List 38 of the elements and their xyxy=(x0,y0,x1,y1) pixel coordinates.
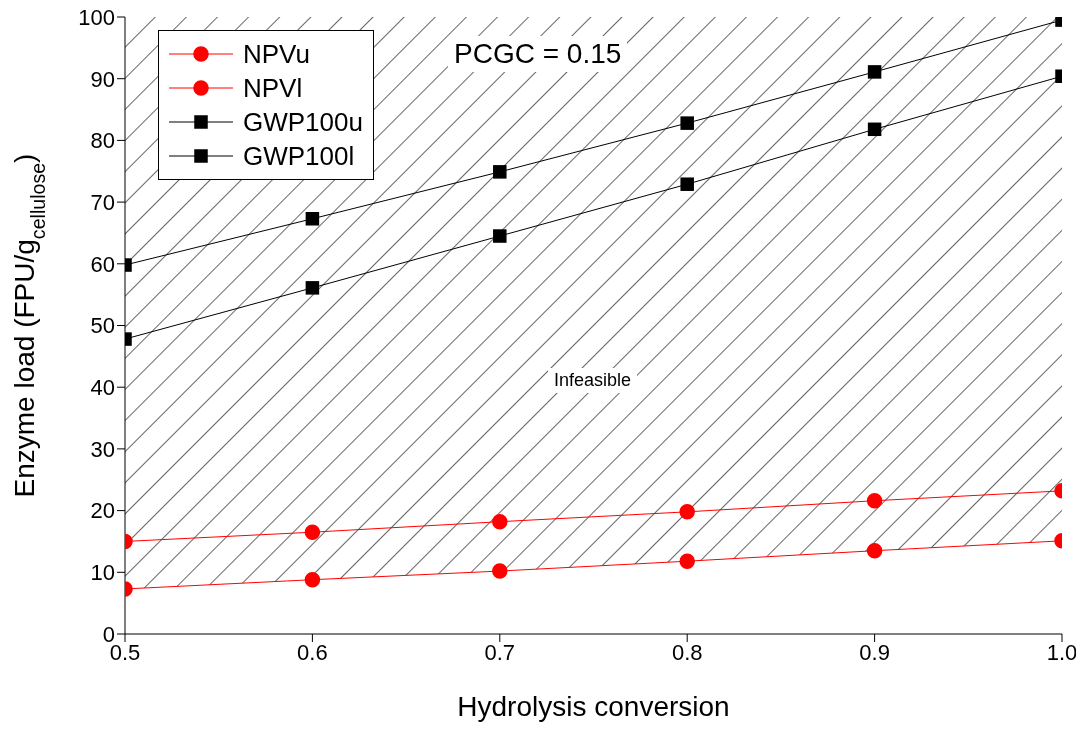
point xyxy=(492,563,508,579)
x-tick-label: 1.0 xyxy=(1046,639,1078,665)
point xyxy=(867,122,882,137)
point xyxy=(305,281,320,295)
x-tick-label: 0.8 xyxy=(671,639,703,665)
y-tick-label: 20 xyxy=(90,498,115,524)
legend-label: GWP100u xyxy=(243,106,363,138)
point xyxy=(304,524,321,540)
annotation: Infeasible xyxy=(548,368,638,393)
legend-label: NPVl xyxy=(243,72,303,104)
point xyxy=(304,571,321,588)
y-tick-label: 90 xyxy=(90,66,115,92)
point xyxy=(866,492,883,509)
y-tick-label: 10 xyxy=(90,560,115,586)
legend-label: NPVu xyxy=(243,38,310,70)
point xyxy=(679,553,695,569)
point xyxy=(493,229,507,243)
y-tick-label: 40 xyxy=(90,375,115,401)
x-tick-label: 0.9 xyxy=(859,639,890,665)
point xyxy=(305,212,320,226)
point xyxy=(680,177,694,191)
point xyxy=(866,542,883,559)
annotation: PCGC = 0.15 xyxy=(448,36,628,72)
point xyxy=(680,116,694,130)
y-tick-label: 50 xyxy=(90,313,115,339)
y-tick-label: 30 xyxy=(90,436,115,462)
y-tick-label: 80 xyxy=(90,128,115,154)
point xyxy=(679,504,695,520)
point xyxy=(493,165,507,179)
legend-label: GWP100l xyxy=(243,140,355,172)
y-tick-label: 60 xyxy=(90,251,115,277)
point xyxy=(492,513,508,530)
y-tick-label: 100 xyxy=(78,4,115,30)
x-tick-label: 0.6 xyxy=(297,639,328,665)
y-tick-label: 70 xyxy=(90,189,115,215)
point xyxy=(867,65,882,79)
x-tick-label: 0.7 xyxy=(484,639,516,665)
x-axis-title: Hydrolysis conversion xyxy=(457,691,730,722)
